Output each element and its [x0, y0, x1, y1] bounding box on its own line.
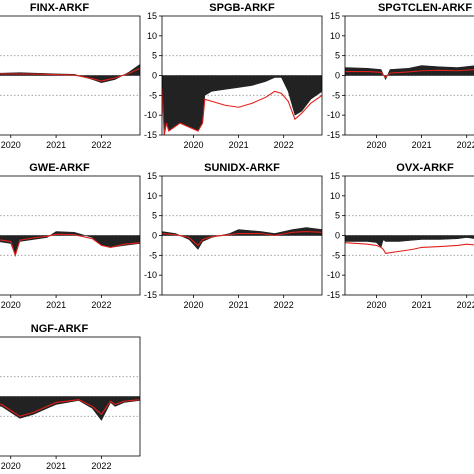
- x-tick-label: 2021: [412, 300, 432, 310]
- y-tick-label: -15: [144, 130, 157, 140]
- panel-0: FINX-ARKF 2020 2021 2022: [0, 2, 141, 150]
- plot-area: [162, 55, 322, 135]
- x-tick-label: 2020: [367, 140, 387, 150]
- x-tick-label: 2021: [46, 300, 66, 310]
- x-tick-label: 2020: [184, 140, 204, 150]
- series-line: [162, 87, 322, 135]
- panel-3: GWE-ARKF 2020 2021 2022: [0, 162, 141, 310]
- series-band: [345, 235, 474, 248]
- y-tick-label: -10: [144, 110, 157, 120]
- x-tick-label: 2022: [91, 140, 111, 150]
- panel-frame: [0, 175, 141, 296]
- panel-frame: [0, 336, 141, 457]
- y-tick-label: -10: [327, 270, 340, 280]
- y-tick-label: -5: [332, 250, 340, 260]
- x-tick-label: 2022: [91, 300, 111, 310]
- y-tick-label: 5: [152, 51, 157, 61]
- x-tick-label: 2020: [1, 461, 21, 471]
- series-line: [0, 399, 140, 417]
- series-band: [0, 396, 140, 421]
- y-tick-label: 10: [330, 31, 340, 41]
- y-tick-label: 10: [147, 31, 157, 41]
- plot-area: [0, 215, 140, 258]
- panel-4: SUNIDX-ARKF -15 -10 -5 0 5 10 15 2020 2021 2022: [144, 162, 323, 310]
- x-tick-label: 2022: [457, 300, 474, 310]
- panel-title: SPGB-ARKF: [209, 2, 275, 14]
- panel-title: GWE-ARKF: [29, 162, 90, 174]
- x-tick-label: 2021: [412, 140, 432, 150]
- x-tick-label: 2020: [184, 300, 204, 310]
- plot-area: [0, 376, 140, 421]
- y-tick-label: -5: [149, 90, 157, 100]
- panel-title: NGF-ARKF: [31, 323, 89, 335]
- plot-area: [345, 55, 474, 96]
- panel-title: OVX-ARKF: [396, 162, 454, 174]
- x-tick-label: 2021: [46, 140, 66, 150]
- series-line: [0, 67, 140, 82]
- y-tick-label: 0: [335, 71, 340, 81]
- y-tick-label: 5: [335, 51, 340, 61]
- panel-5: OVX-ARKF -15 -10 -5 0 5 10 15 2020 2021 2022: [327, 162, 474, 310]
- panel-frame: [0, 15, 141, 136]
- x-tick-label: 2021: [229, 140, 249, 150]
- plot-area: [162, 215, 322, 256]
- plot-area: [345, 215, 474, 256]
- x-tick-label: 2020: [1, 300, 21, 310]
- y-tick-label: 15: [330, 11, 340, 21]
- x-tick-label: 2022: [457, 140, 474, 150]
- plot-area: [0, 55, 140, 96]
- y-tick-label: -5: [149, 250, 157, 260]
- y-tick-label: 10: [330, 191, 340, 201]
- x-tick-label: 2020: [367, 300, 387, 310]
- x-tick-label: 2021: [229, 300, 249, 310]
- y-tick-label: -15: [327, 290, 340, 300]
- y-tick-label: 15: [147, 171, 157, 181]
- y-tick-label: -10: [327, 110, 340, 120]
- panel-title: SPGTCLEN-ARKF: [378, 2, 472, 14]
- panel-1: SPGB-ARKF -15 -10 -5 0 5 10 15 2020 2021 2022: [144, 2, 323, 150]
- y-tick-label: 0: [152, 231, 157, 241]
- x-tick-label: 2021: [46, 461, 66, 471]
- y-tick-label: -10: [144, 270, 157, 280]
- y-tick-label: -15: [327, 130, 340, 140]
- y-tick-label: 5: [152, 211, 157, 221]
- y-tick-label: 15: [147, 11, 157, 21]
- y-tick-label: 0: [335, 231, 340, 241]
- panel-2: SPGTCLEN-ARKF -15 -10 -5 0 5 10 15 2020 2021 2022: [327, 2, 474, 150]
- x-tick-label: 2022: [274, 140, 294, 150]
- y-tick-label: 10: [147, 191, 157, 201]
- panel-title: SUNIDX-ARKF: [204, 162, 280, 174]
- y-tick-label: -5: [332, 90, 340, 100]
- series-line: [0, 233, 140, 258]
- panel-title: FINX-ARKF: [30, 2, 90, 14]
- y-tick-label: -15: [144, 290, 157, 300]
- y-tick-label: 0: [152, 71, 157, 81]
- x-tick-label: 2022: [274, 300, 294, 310]
- series-band: [162, 227, 322, 250]
- series-band: [345, 65, 474, 81]
- series-line: [345, 69, 474, 79]
- series-line: [162, 230, 322, 247]
- y-tick-label: 5: [335, 211, 340, 221]
- x-tick-label: 2022: [91, 461, 111, 471]
- series-line: [345, 242, 474, 254]
- y-tick-label: 15: [330, 171, 340, 181]
- panel-6: NGF-ARKF 2020 2021 2022: [0, 323, 141, 471]
- x-tick-label: 2020: [1, 140, 21, 150]
